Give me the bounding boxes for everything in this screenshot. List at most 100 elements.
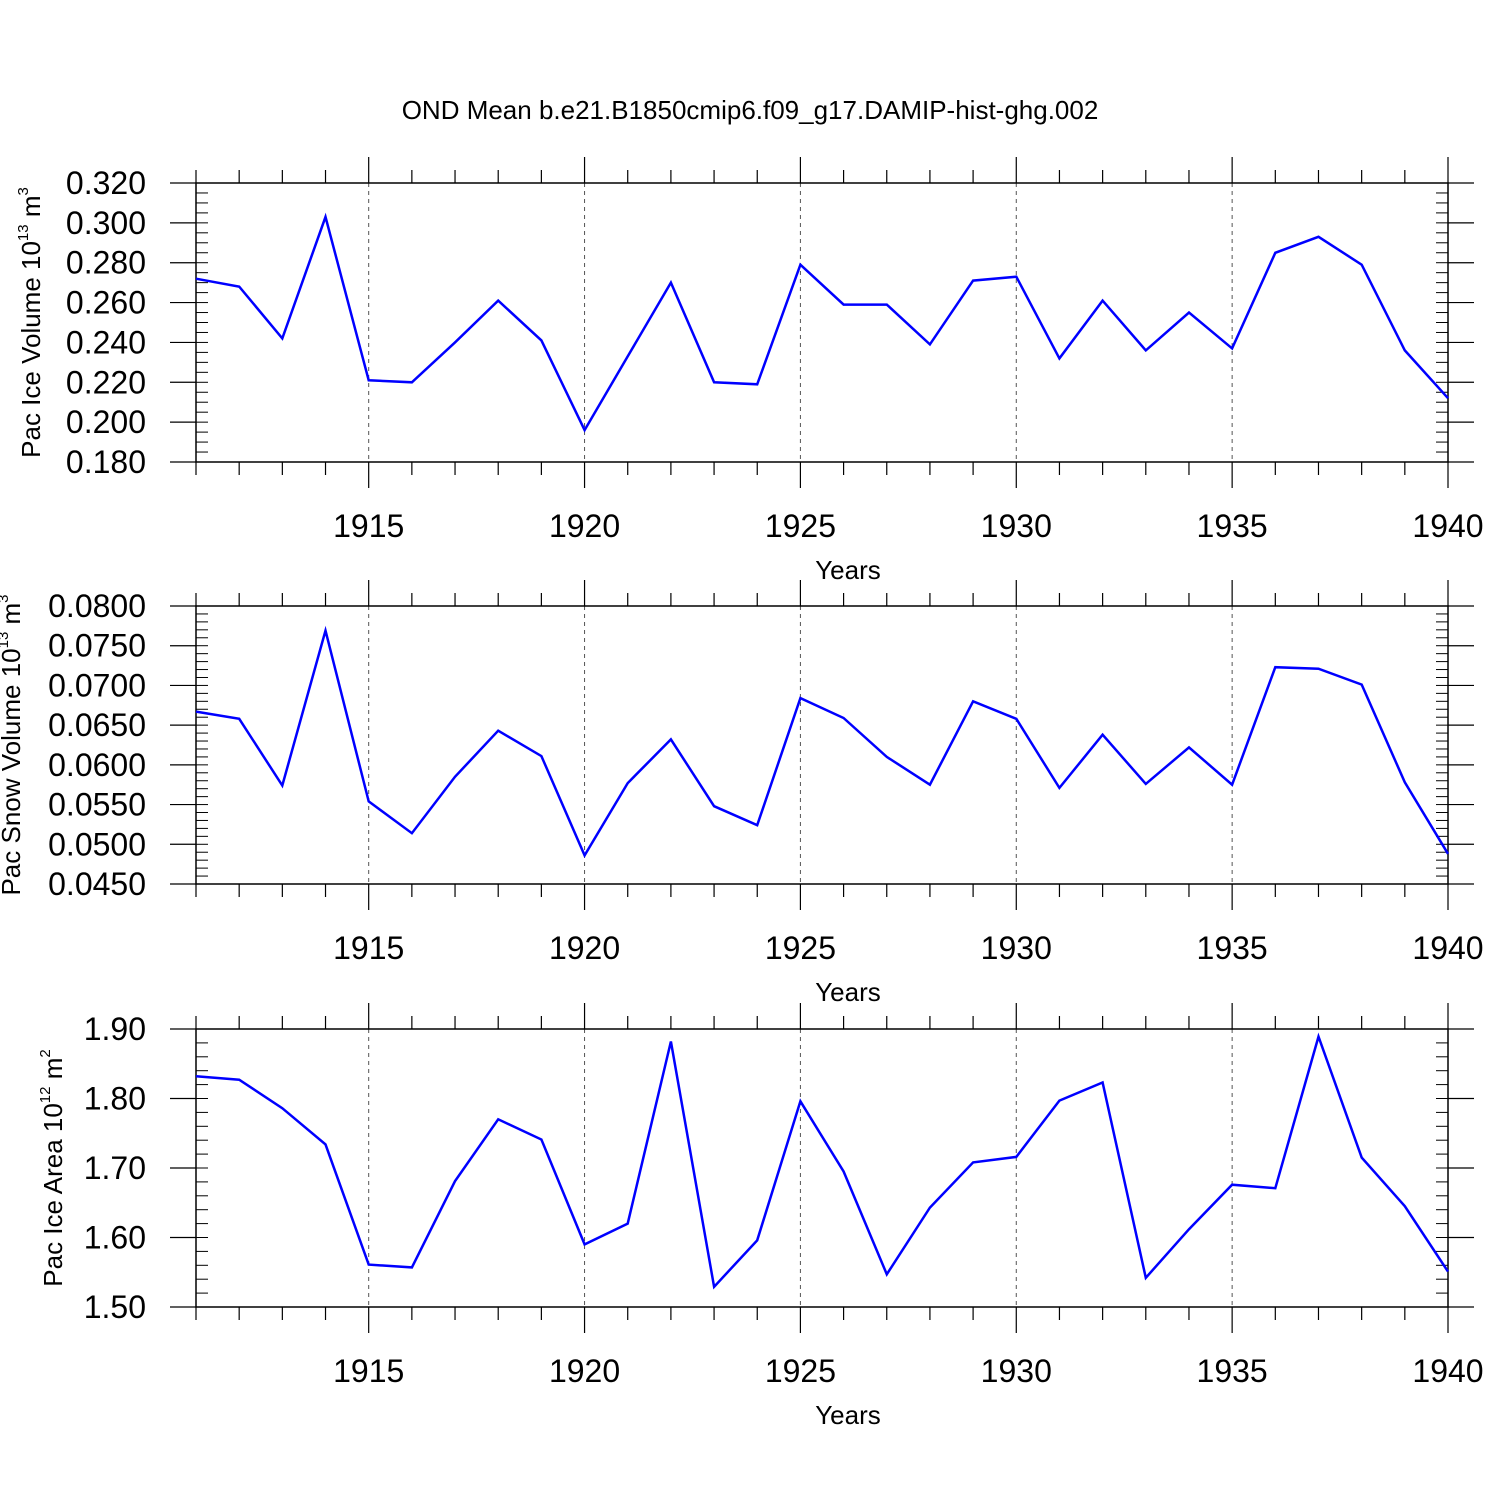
y-tick-label: 1.80 [84, 1081, 146, 1117]
data-point [842, 1169, 846, 1173]
data-point [669, 737, 673, 741]
data-point [1101, 299, 1105, 303]
data-point [410, 831, 414, 835]
data-point [1273, 665, 1277, 669]
data-point [1230, 346, 1234, 350]
data-point [496, 299, 500, 303]
y-tick-label: 0.0500 [48, 826, 146, 862]
series-line [195, 625, 1450, 859]
data-point [539, 754, 543, 758]
data-point [1014, 275, 1018, 279]
data-point [583, 428, 587, 432]
data-point [798, 1099, 802, 1103]
x-tick-label: 1935 [1197, 1353, 1268, 1389]
data-point [1101, 1081, 1105, 1085]
data-point [410, 380, 414, 384]
data-point [1057, 1099, 1061, 1103]
data-point [453, 775, 457, 779]
series-line [195, 1032, 1450, 1290]
data-point [280, 784, 284, 788]
data-point [324, 629, 328, 633]
data-point [1187, 1227, 1191, 1231]
data-point [1014, 717, 1018, 721]
data-point [1273, 251, 1277, 255]
data-point [626, 781, 630, 785]
data-point [626, 1222, 630, 1226]
data-point [1360, 263, 1364, 267]
data-point [583, 853, 587, 857]
x-tick-label: 1935 [1197, 930, 1268, 966]
data-point [194, 710, 198, 714]
data-point [626, 354, 630, 358]
x-tick-label: 1920 [549, 930, 620, 966]
y-tick-label: 0.300 [66, 205, 146, 241]
y-tick-label: 1.90 [84, 1011, 146, 1047]
x-tick-label: 1925 [765, 1353, 836, 1389]
data-point [1360, 683, 1364, 687]
x-tick-label: 1935 [1197, 508, 1268, 544]
data-point [1230, 1183, 1234, 1187]
data-point [1446, 396, 1450, 400]
data-point [367, 378, 371, 382]
x-axis-label: Years [815, 555, 881, 585]
x-tick-label: 1925 [765, 930, 836, 966]
x-tick-label: 1915 [333, 508, 404, 544]
y-axis-label: Pac Ice Volume 1013 m3 [15, 187, 46, 458]
y-tick-label: 0.0750 [48, 628, 146, 664]
data-point [237, 285, 241, 289]
data-point [1316, 1035, 1320, 1039]
x-tick-label: 1925 [765, 508, 836, 544]
x-tick-label: 1930 [981, 508, 1052, 544]
data-point [971, 699, 975, 703]
x-tick-label: 1940 [1412, 930, 1483, 966]
data-point [755, 823, 759, 827]
data-point [1014, 1155, 1018, 1159]
x-tick-label: 1920 [549, 1353, 620, 1389]
x-tick-label: 1940 [1412, 1353, 1483, 1389]
data-point [194, 277, 198, 281]
data-point [1403, 1204, 1407, 1208]
y-tick-label: 0.180 [66, 444, 146, 480]
data-point [755, 382, 759, 386]
panel-pac-snow-volume: 1915 1920 1925 1930 1935 1940 0.0450 0.05000.05… [0, 580, 1484, 1007]
data-point [1101, 733, 1105, 737]
x-axis-label: Years [815, 1400, 881, 1430]
series-line [195, 212, 1449, 433]
data-point [1403, 348, 1407, 352]
data-point [539, 1138, 543, 1142]
data-point [928, 342, 932, 346]
data-point [1360, 1156, 1364, 1160]
data-point [1403, 780, 1407, 784]
data-point [798, 263, 802, 267]
data-point [280, 336, 284, 340]
data-point [194, 1074, 198, 1078]
data-point [237, 717, 241, 721]
data-point [885, 1272, 889, 1276]
y-tick-label: 0.280 [66, 245, 146, 281]
y-tick-label: 0.240 [66, 324, 146, 360]
panel-pac-ice-area: 1915 1920 1925 1930 1935 1940 1.50 1.60 1.70 1.80… [37, 1003, 1484, 1430]
data-point [1187, 745, 1191, 749]
data-point [410, 1265, 414, 1269]
data-point [453, 340, 457, 344]
plot-frame [195, 605, 1449, 885]
data-point [842, 716, 846, 720]
y-tick-label: 0.0650 [48, 707, 146, 743]
data-point [539, 338, 543, 342]
data-point [496, 729, 500, 733]
data-point [367, 799, 371, 803]
data-point [1446, 1270, 1450, 1274]
x-tick-label: 1920 [549, 508, 620, 544]
x-tick-label: 1915 [333, 1353, 404, 1389]
data-point [971, 279, 975, 283]
y-tick-label: 0.260 [66, 285, 146, 321]
y-tick-label: 0.320 [66, 165, 146, 201]
data-point [1446, 852, 1450, 856]
y-tick-label: 1.60 [84, 1220, 146, 1256]
data-point [669, 1040, 673, 1044]
data-point [324, 1142, 328, 1146]
data-point [842, 303, 846, 307]
y-tick-label: 0.0800 [48, 588, 146, 624]
